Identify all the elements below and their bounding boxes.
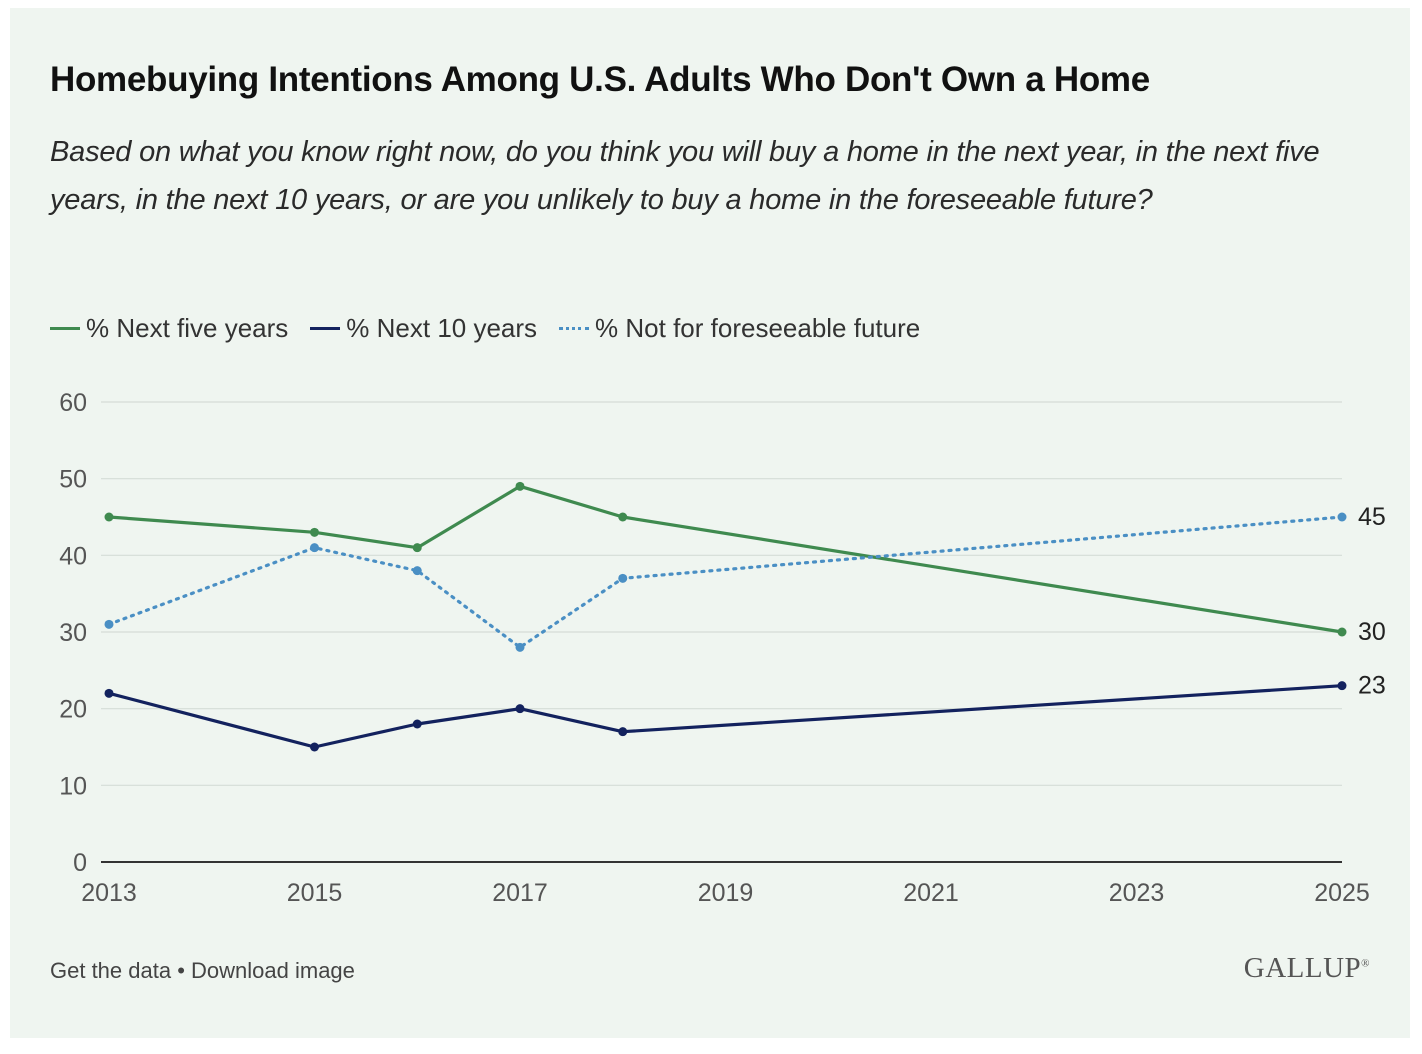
brand-registered-mark: ® xyxy=(1361,957,1370,970)
data-point[interactable] xyxy=(104,619,114,629)
data-labels: 30 23 45 xyxy=(1358,503,1386,700)
data-point[interactable] xyxy=(310,742,319,752)
legend-swatch-next-five-years xyxy=(50,327,80,330)
data-point[interactable] xyxy=(515,704,525,714)
chart-card: Homebuying Intentions Among U.S. Adults … xyxy=(10,8,1410,1038)
series-line-0 xyxy=(107,484,1344,634)
y-tick-label: 50 xyxy=(59,466,87,494)
legend-item-next-five-years: % Next five years xyxy=(50,313,288,344)
data-point[interactable] xyxy=(1337,681,1347,691)
data-point[interactable] xyxy=(412,719,422,729)
line-chart: 0 10 20 30 40 50 60 2013 2015 2017 2019 2021 2023 202… xyxy=(59,389,1386,907)
footer-separator: • xyxy=(171,958,192,983)
data-point[interactable] xyxy=(1337,627,1347,637)
data-point[interactable] xyxy=(515,642,525,652)
series-lines xyxy=(104,481,1347,752)
axes: 0 10 20 30 40 50 60 2013 2015 2017 2019 2021 2023 202… xyxy=(59,389,1370,907)
x-tick-label: 2023 xyxy=(1109,879,1165,907)
data-point[interactable] xyxy=(515,481,525,491)
data-point[interactable] xyxy=(618,573,628,583)
series-line-2 xyxy=(107,515,1344,649)
legend-item-next-10-years: % Next 10 years xyxy=(310,313,537,344)
series-line-1 xyxy=(107,684,1344,749)
x-tick-label: 2015 xyxy=(287,879,343,907)
chart-title: Homebuying Intentions Among U.S. Adults … xyxy=(50,60,1150,99)
brand-name: GALLUP xyxy=(1243,952,1362,984)
x-tick-label: 2021 xyxy=(903,879,959,907)
data-point[interactable] xyxy=(1337,512,1347,522)
legend: % Next five years % Next 10 years % Not … xyxy=(50,313,942,344)
data-point[interactable] xyxy=(618,512,628,522)
x-tick-label: 2013 xyxy=(81,879,137,907)
download-image-link[interactable]: Download image xyxy=(191,958,355,983)
end-value-label: 30 xyxy=(1358,618,1386,646)
x-tick-label: 2025 xyxy=(1314,879,1370,907)
footer-links: Get the data • Download image xyxy=(50,958,355,984)
gridlines xyxy=(101,401,1342,786)
legend-swatch-next-10-years xyxy=(310,327,341,330)
end-value-label: 23 xyxy=(1358,672,1386,700)
get-data-link[interactable]: Get the data xyxy=(50,958,172,983)
legend-label-next-10-years: % Next 10 years xyxy=(346,313,538,343)
y-tick-label: 60 xyxy=(59,389,87,417)
data-point[interactable] xyxy=(104,512,114,522)
y-tick-label: 20 xyxy=(59,696,87,724)
data-point[interactable] xyxy=(310,527,319,537)
y-tick-label: 0 xyxy=(73,849,87,877)
legend-item-not-foreseeable: % Not for foreseeable future xyxy=(559,313,920,344)
data-point[interactable] xyxy=(412,543,422,553)
legend-label-next-five-years: % Next five years xyxy=(86,313,289,343)
legend-label-not-foreseeable: % Not for foreseeable future xyxy=(595,313,921,343)
x-tick-label: 2019 xyxy=(698,879,754,907)
data-point[interactable] xyxy=(104,688,114,698)
x-tick-label: 2017 xyxy=(492,879,548,907)
data-point[interactable] xyxy=(310,543,319,553)
data-point[interactable] xyxy=(618,727,628,737)
y-tick-label: 40 xyxy=(59,542,87,570)
y-tick-label: 10 xyxy=(59,772,87,800)
y-tick-label: 30 xyxy=(59,619,87,647)
chart-subtitle: Based on what you know right now, do you… xyxy=(50,136,1320,216)
legend-swatch-not-foreseeable xyxy=(559,327,590,330)
end-value-label: 45 xyxy=(1358,503,1386,531)
data-point[interactable] xyxy=(412,566,422,576)
gallup-logo: GALLUP® xyxy=(1244,952,1370,985)
